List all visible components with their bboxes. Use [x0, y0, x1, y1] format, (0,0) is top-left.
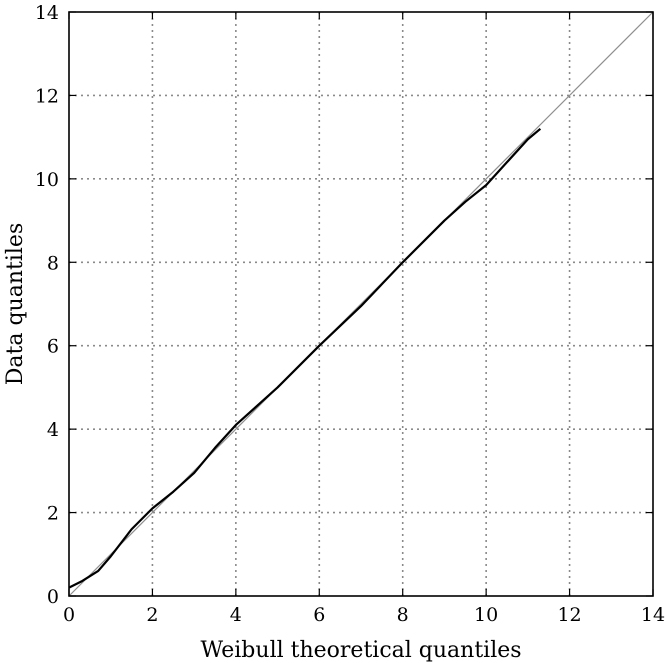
y-tick-label: 8 — [47, 252, 59, 274]
y-tick-label: 2 — [47, 503, 59, 525]
plot-frame — [68, 11, 654, 597]
grid — [69, 12, 653, 596]
x-tick-label: 12 — [557, 604, 581, 626]
reference-line — [68, 11, 654, 597]
y-tick-label: 10 — [35, 169, 59, 191]
x-axis-label: Weibull theoretical quantiles — [200, 638, 521, 663]
y-tick-label: 4 — [47, 419, 59, 441]
y-tick-label: 12 — [35, 85, 59, 107]
x-tick-label: 10 — [474, 604, 498, 626]
y-axis-label: Data quantiles — [3, 223, 28, 385]
data-quantile-line — [68, 127, 542, 589]
y-tick-label: 6 — [47, 336, 59, 358]
axis-ticks: 0 2 4 6 8 10 12 14 0 2 4 6 8 10 12 14 — [35, 2, 665, 626]
plot-series — [68, 11, 654, 597]
x-tick-label: 6 — [313, 604, 325, 626]
y-tick-label: 0 — [47, 586, 59, 608]
x-tick-label: 14 — [641, 604, 665, 626]
x-tick-label: 4 — [230, 604, 242, 626]
x-tick-label: 8 — [397, 604, 409, 626]
x-tick-label: 0 — [63, 604, 75, 626]
y-tick-label: 14 — [35, 2, 59, 24]
x-tick-label: 2 — [146, 604, 158, 626]
